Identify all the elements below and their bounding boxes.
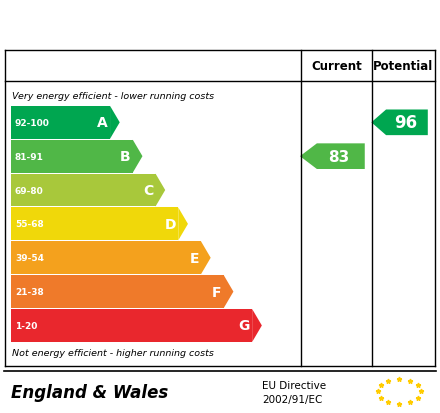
- Polygon shape: [178, 208, 188, 241]
- Text: D: D: [165, 217, 176, 231]
- Text: 83: 83: [328, 150, 349, 164]
- Text: C: C: [143, 184, 153, 197]
- Text: 1-20: 1-20: [15, 321, 37, 330]
- Bar: [11, 275, 224, 309]
- Text: Not energy efficient - higher running costs: Not energy efficient - higher running co…: [12, 348, 214, 357]
- Polygon shape: [133, 140, 143, 173]
- Text: Current: Current: [311, 60, 362, 73]
- Polygon shape: [201, 242, 211, 275]
- Polygon shape: [371, 110, 428, 136]
- Text: 2002/91/EC: 2002/91/EC: [262, 394, 322, 404]
- Text: G: G: [238, 319, 250, 332]
- Text: 81-91: 81-91: [15, 152, 44, 161]
- Text: B: B: [120, 150, 131, 164]
- Text: Potential: Potential: [373, 60, 433, 73]
- Text: 92-100: 92-100: [15, 119, 50, 128]
- Text: 69-80: 69-80: [15, 186, 44, 195]
- Text: Energy Efficiency Rating: Energy Efficiency Rating: [11, 14, 299, 34]
- Bar: [11, 140, 133, 173]
- Bar: [11, 208, 178, 241]
- Text: 39-54: 39-54: [15, 254, 44, 263]
- Text: Very energy efficient - lower running costs: Very energy efficient - lower running co…: [12, 92, 214, 101]
- Text: 55-68: 55-68: [15, 220, 44, 229]
- Text: EU Directive: EU Directive: [262, 380, 326, 390]
- Polygon shape: [224, 275, 234, 309]
- Bar: [11, 309, 252, 342]
- Text: A: A: [97, 116, 108, 130]
- Text: 21-38: 21-38: [15, 287, 44, 297]
- Text: F: F: [212, 285, 222, 299]
- Text: E: E: [189, 251, 199, 265]
- Polygon shape: [252, 309, 262, 342]
- Bar: [11, 242, 201, 275]
- Bar: [11, 174, 155, 207]
- Polygon shape: [300, 144, 365, 170]
- Text: England & Wales: England & Wales: [11, 383, 168, 401]
- Polygon shape: [155, 174, 165, 207]
- Text: 96: 96: [394, 114, 417, 132]
- Polygon shape: [110, 107, 120, 140]
- Bar: [11, 107, 110, 140]
